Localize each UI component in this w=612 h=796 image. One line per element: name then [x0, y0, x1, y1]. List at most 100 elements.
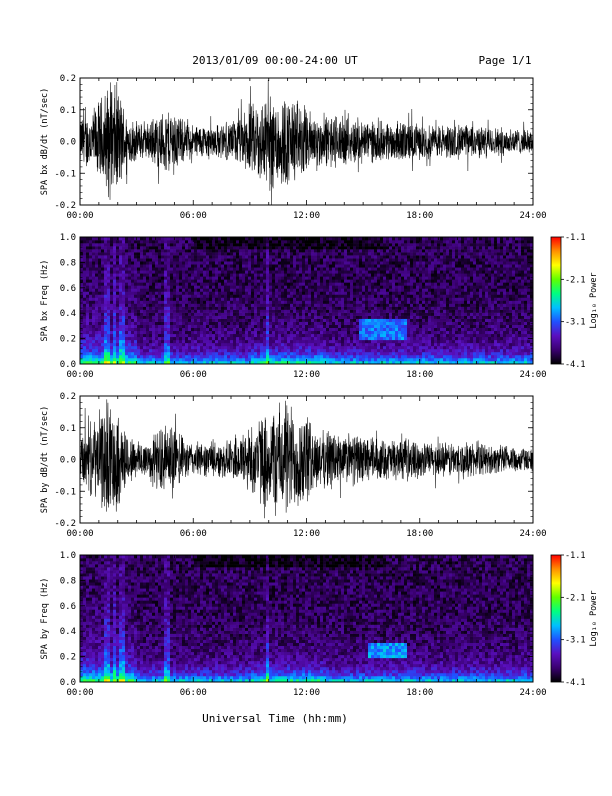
spectrogram-cell [248, 273, 251, 276]
spectrogram-cell [158, 270, 161, 273]
spectrogram-cell [458, 334, 461, 337]
spectrogram-cell [407, 276, 410, 279]
spectrogram-cell [179, 334, 182, 337]
spectrogram-cell [464, 358, 467, 361]
spectrogram-cell [230, 355, 233, 358]
spectrogram-cell [500, 267, 503, 270]
spectrogram-cell [155, 310, 158, 313]
spectrogram-cell [209, 358, 212, 361]
spectrogram-cell [122, 307, 125, 310]
spectrogram-cell [404, 291, 407, 294]
spectrogram-cell [290, 325, 293, 328]
spectrogram-cell [182, 316, 185, 319]
spectrogram-cell [245, 322, 248, 325]
spectrogram-cell [485, 279, 488, 282]
spectrogram-cell [518, 325, 521, 328]
spectrogram-cell [308, 331, 311, 334]
spectrogram-cell [506, 346, 509, 349]
spectrogram-cell [110, 322, 113, 325]
spectrogram-cell [368, 346, 371, 349]
spectrogram-cell [188, 304, 191, 307]
spectrogram-cell [368, 340, 371, 343]
spectrogram-cell [329, 316, 332, 319]
spectrogram-cell [374, 307, 377, 310]
spectrogram-cell [179, 355, 182, 358]
spectrogram-cell [230, 325, 233, 328]
spectrogram-cell [407, 301, 410, 304]
spectrogram-cell [332, 331, 335, 334]
spectrogram-cell [293, 319, 296, 322]
spectrogram-cell [197, 358, 200, 361]
spectrogram-cell [329, 285, 332, 288]
spectrogram-cell [509, 340, 512, 343]
spectrogram-cell [86, 304, 89, 307]
spectrogram-cell [233, 291, 236, 294]
spectrogram-cell [317, 352, 320, 355]
spectrogram-cell [221, 273, 224, 276]
spectrogram-cell [140, 270, 143, 273]
spectrogram-cell [296, 297, 299, 300]
spectrogram-cell [416, 279, 419, 282]
spectrogram-cell [314, 279, 317, 282]
spectrogram-cell [434, 343, 437, 346]
spectrogram-cell [185, 319, 188, 322]
spectrogram-cell [224, 334, 227, 337]
spectrogram-cell [284, 304, 287, 307]
spectrogram-cell [197, 282, 200, 285]
y-tick-label: -0.2 [54, 201, 76, 211]
spectrogram-cell [374, 358, 377, 361]
spectrogram-cell [401, 276, 404, 279]
spectrogram-cell [98, 282, 101, 285]
spectrogram-cell [239, 337, 242, 340]
spectrogram-cell [218, 288, 221, 291]
spectrogram-cell [317, 337, 320, 340]
spectrogram-cell [266, 279, 269, 282]
spectrogram-cell [434, 313, 437, 316]
spectrogram-cell [143, 282, 146, 285]
spectrogram-cell [263, 352, 266, 355]
spectrogram-cell [518, 294, 521, 297]
spectrogram-cell [521, 282, 524, 285]
spectrogram-cell [95, 291, 98, 294]
spectrogram-cell [101, 331, 104, 334]
spectrogram-cell [311, 343, 314, 346]
spectrogram-cell [389, 267, 392, 270]
spectrogram-cell [311, 285, 314, 288]
spectrogram-cell [218, 282, 221, 285]
spectrogram-cell [341, 355, 344, 358]
spectrogram-cell [218, 276, 221, 279]
spectrogram-cell [443, 294, 446, 297]
spectrogram-cell [149, 264, 152, 267]
spectrogram-cell [143, 343, 146, 346]
spectrogram-cell [245, 273, 248, 276]
spectrogram-cell [479, 301, 482, 304]
spectrogram-cell [419, 291, 422, 294]
spectrogram-cell [437, 310, 440, 313]
spectrogram-cell [515, 328, 518, 331]
spectrogram-cell [143, 340, 146, 343]
spectrogram-cell [137, 294, 140, 297]
spectrogram-cell [194, 285, 197, 288]
spectrogram-cell [272, 358, 275, 361]
spectrogram-cell [188, 270, 191, 273]
spectrogram-cell [512, 358, 515, 361]
spectrogram-cell [524, 325, 527, 328]
spectrogram-cell [155, 334, 158, 337]
spectrogram-cell [434, 310, 437, 313]
spectrogram-cell [212, 352, 215, 355]
spectrogram-cell [95, 343, 98, 346]
spectrogram-cell [143, 331, 146, 334]
spectrogram-cell [404, 313, 407, 316]
spectrogram-cell [296, 267, 299, 270]
spectrogram-cell [440, 340, 443, 343]
spectrogram-cell [461, 355, 464, 358]
spectrogram-cell [482, 346, 485, 349]
spectrogram-cell [461, 304, 464, 307]
spectrogram-cell [248, 316, 251, 319]
spectrogram-cell [473, 291, 476, 294]
spectrogram-cell [488, 343, 491, 346]
spectrogram-cell [377, 355, 380, 358]
spectrogram-cell [164, 276, 167, 279]
spectrogram-cell [242, 301, 245, 304]
